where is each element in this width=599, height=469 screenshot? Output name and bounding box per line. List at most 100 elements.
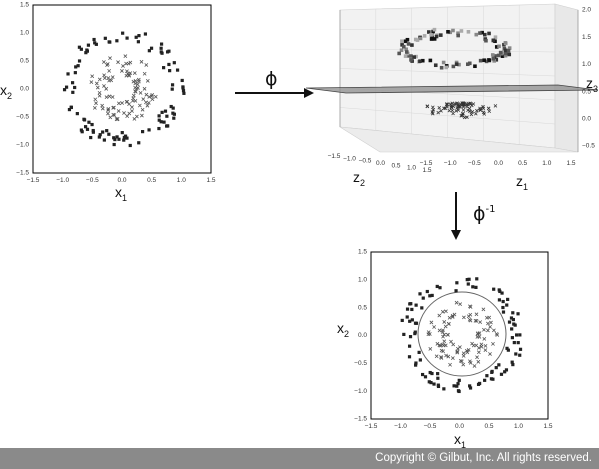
outer-point [125, 136, 129, 140]
input-space-x-tick: −1.5 [27, 177, 40, 184]
inner-point [439, 356, 444, 360]
outer-point [518, 347, 523, 351]
feature-space-z1-tick: 1.5 [566, 160, 575, 167]
decision-boundary-y-tick: −0.5 [354, 360, 367, 367]
outer-point [465, 278, 469, 282]
outer-point [98, 133, 102, 137]
decision-boundary-x-tick: −1.5 [365, 423, 378, 430]
outer-point-3d [403, 54, 408, 58]
inner-point [477, 331, 482, 336]
decision-boundary-x-tick: 0.5 [484, 423, 493, 430]
inner-point [112, 105, 116, 110]
feature-space-z1-tick: 0.5 [518, 160, 527, 167]
inner-point [454, 300, 459, 305]
input-space-y-tick: 1.0 [20, 30, 29, 37]
outer-point-3d [454, 62, 459, 66]
outer-point [182, 91, 186, 95]
outer-point-3d [433, 63, 438, 68]
inner-point [110, 95, 115, 99]
outer-point [165, 114, 169, 118]
outer-point-3d [504, 48, 508, 53]
inner-point [482, 337, 487, 341]
outer-point-3d [451, 64, 456, 69]
inner-point [97, 77, 102, 82]
outer-point-3d [432, 27, 437, 32]
inner-point-3d [454, 109, 459, 113]
inner-point [435, 341, 440, 346]
outer-point [505, 346, 509, 350]
outer-point-3d [409, 58, 413, 62]
outer-point [181, 89, 186, 93]
inner-point [461, 362, 466, 367]
input-space-x-tick: 1.5 [206, 177, 215, 184]
outer-point [102, 138, 106, 142]
outer-point [425, 289, 429, 294]
outer-point [92, 37, 96, 42]
inner-point-3d [466, 108, 470, 113]
outer-point [140, 130, 145, 134]
input-space-plot: −1.5 −1.0 −0.5 0.0 0.5 1.0 1.5 1.5 1.0 0.5 0.0 −0.… [0, 2, 216, 203]
outer-point [417, 350, 421, 354]
outer-point [163, 109, 168, 113]
inner-point-3d [469, 112, 474, 117]
outer-point [90, 122, 94, 127]
outer-point-3d [498, 50, 503, 55]
inner-point [123, 54, 128, 59]
inner-point [472, 364, 477, 368]
outer-point [421, 296, 425, 300]
grid-line [339, 27, 556, 30]
inner-point [127, 111, 132, 116]
decision-boundary-y-tick: 0.0 [358, 332, 367, 339]
outer-point [457, 389, 461, 394]
inner-point [133, 81, 138, 86]
inner-point [455, 350, 460, 355]
outer-point [113, 137, 117, 142]
outer-point [107, 132, 111, 136]
outer-point [497, 288, 501, 292]
feature-space-z1-tick: −1.0 [444, 160, 457, 167]
outer-point [115, 135, 119, 139]
inner-point [483, 344, 488, 348]
input-space-x-tick: −1.0 [56, 177, 69, 184]
outer-point [175, 68, 180, 72]
outer-point [112, 142, 116, 147]
outer-point [501, 305, 505, 310]
inner-point [488, 352, 492, 356]
outer-point [160, 51, 164, 55]
inner-point [434, 354, 439, 359]
inner-point [466, 347, 471, 352]
outer-point [435, 284, 439, 289]
inner-point [136, 77, 141, 82]
outer-point [77, 59, 82, 63]
phi-inverse-label: ϕ-1 [473, 203, 496, 225]
decision-boundary-frame [370, 251, 549, 420]
outer-point [85, 127, 90, 131]
inner-point [459, 359, 464, 364]
inner-point [104, 86, 109, 91]
outer-point [511, 311, 515, 315]
separating-plane [305, 84, 599, 94]
inner-point [153, 94, 158, 99]
outer-point [511, 362, 515, 367]
outer-point [67, 107, 72, 112]
feature-space-z2-tick: 0.5 [391, 162, 400, 169]
inner-point [492, 328, 496, 333]
outer-point [516, 341, 520, 345]
inner-point [124, 73, 129, 78]
inner-point [142, 71, 147, 76]
inner-point [468, 312, 473, 317]
feature-space-z1-tick: 1.0 [542, 160, 551, 167]
outer-point-3d [503, 51, 508, 56]
inner-point [108, 115, 113, 120]
outer-point [501, 310, 506, 314]
inner-point [437, 343, 442, 348]
outer-point [128, 143, 132, 148]
inner-point [476, 350, 481, 355]
outer-point [511, 317, 515, 322]
inner-point-3d [466, 102, 470, 107]
outer-point [505, 303, 509, 307]
inner-point [441, 334, 445, 339]
inner-point [426, 330, 431, 335]
outer-point-3d [473, 64, 477, 69]
inner-point [120, 69, 124, 73]
